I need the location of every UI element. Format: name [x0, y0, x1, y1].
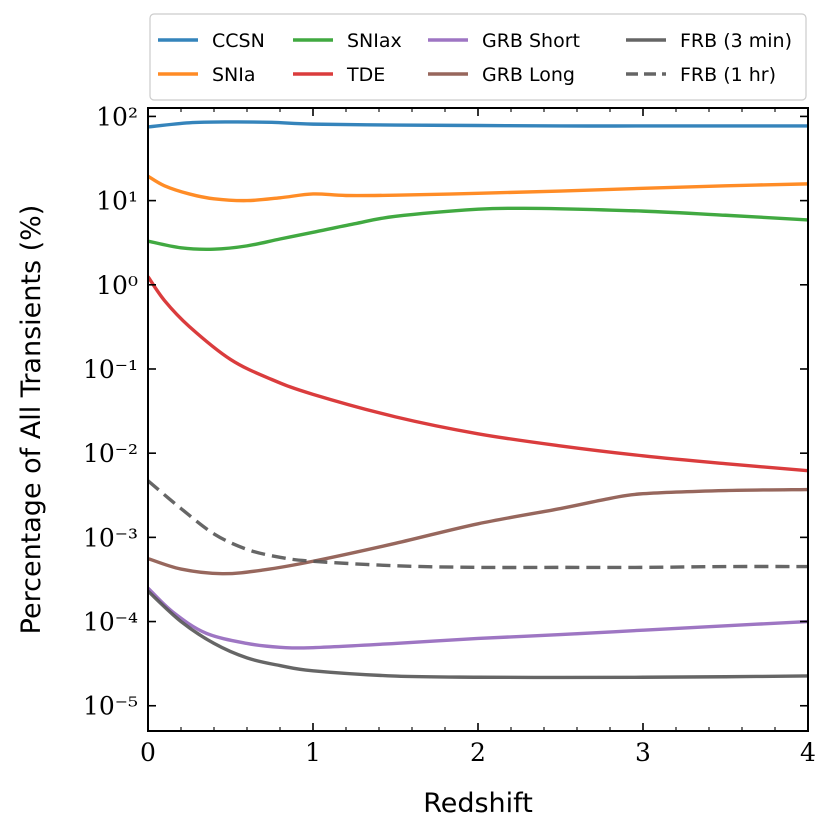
- legend-label-grb-short: GRB Short: [482, 30, 580, 52]
- legend: CCSN SNIa SNIax TDE GRB Short GRB Long FRB (3 …: [149, 13, 807, 101]
- series-line-snia: [148, 174, 808, 203]
- series-layer: [148, 120, 808, 680]
- legend-box: [149, 13, 807, 101]
- legend-item-snia: SNIa: [158, 64, 256, 86]
- y-tick-label: 10⁻²: [83, 439, 138, 468]
- legend-label-grb-long: GRB Long: [482, 64, 575, 86]
- legend-item-ccsn: CCSN: [158, 30, 265, 52]
- series-line-frb-1-hr: [148, 479, 808, 570]
- x-axis-title: Redshift: [423, 788, 533, 819]
- legend-item-tde: TDE: [293, 64, 385, 86]
- x-tick-label: 1: [305, 738, 321, 767]
- series-line-frb-3-min: [148, 589, 808, 680]
- y-tick-label: 10⁻⁴: [83, 608, 138, 637]
- series-line-grb-short: [148, 586, 808, 650]
- legend-label-tde: TDE: [346, 64, 385, 86]
- y-tick-label: 10⁻⁵: [83, 692, 138, 721]
- x-tick-label: 4: [800, 738, 816, 767]
- legend-item-sniax: SNIax: [293, 30, 402, 52]
- y-tick-label: 10⁻³: [83, 523, 138, 552]
- y-tick-label: 10⁰: [96, 271, 138, 300]
- legend-label-ccsn: CCSN: [212, 30, 265, 52]
- legend-label-snia: SNIa: [212, 64, 256, 86]
- tick-labels-layer: 0 1 2 3 4 10² 10¹ 10⁰ 10⁻¹ 10⁻² 10⁻³ 10⁻⁴ 10⁻⁵: [83, 102, 816, 767]
- x-tick-label: 2: [470, 738, 486, 767]
- legend-item-grb-long: GRB Long: [428, 64, 575, 86]
- y-tick-label: 10¹: [96, 187, 138, 216]
- legend-item-grb-short: GRB Short: [428, 30, 580, 52]
- legend-label-frb-1-hr: FRB (1 hr): [680, 64, 776, 86]
- series-line-ccsn: [148, 120, 808, 129]
- legend-item-frb-3-min: FRB (3 min): [626, 30, 792, 52]
- y-tick-label: 10⁻¹: [83, 355, 138, 384]
- x-tick-label: 3: [635, 738, 651, 767]
- x-tick-label: 0: [140, 738, 156, 767]
- series-line-sniax: [148, 206, 808, 251]
- legend-label-frb-3-min: FRB (3 min): [680, 30, 792, 52]
- legend-item-frb-1-hr: FRB (1 hr): [626, 64, 776, 86]
- y-axis-title: Percentage of All Transients (%): [16, 205, 47, 635]
- legend-label-sniax: SNIax: [347, 30, 402, 52]
- series-line-tde: [148, 275, 808, 473]
- ticks-layer: [147, 108, 809, 731]
- y-tick-label: 10²: [96, 102, 138, 131]
- series-line-grb-long: [148, 487, 808, 576]
